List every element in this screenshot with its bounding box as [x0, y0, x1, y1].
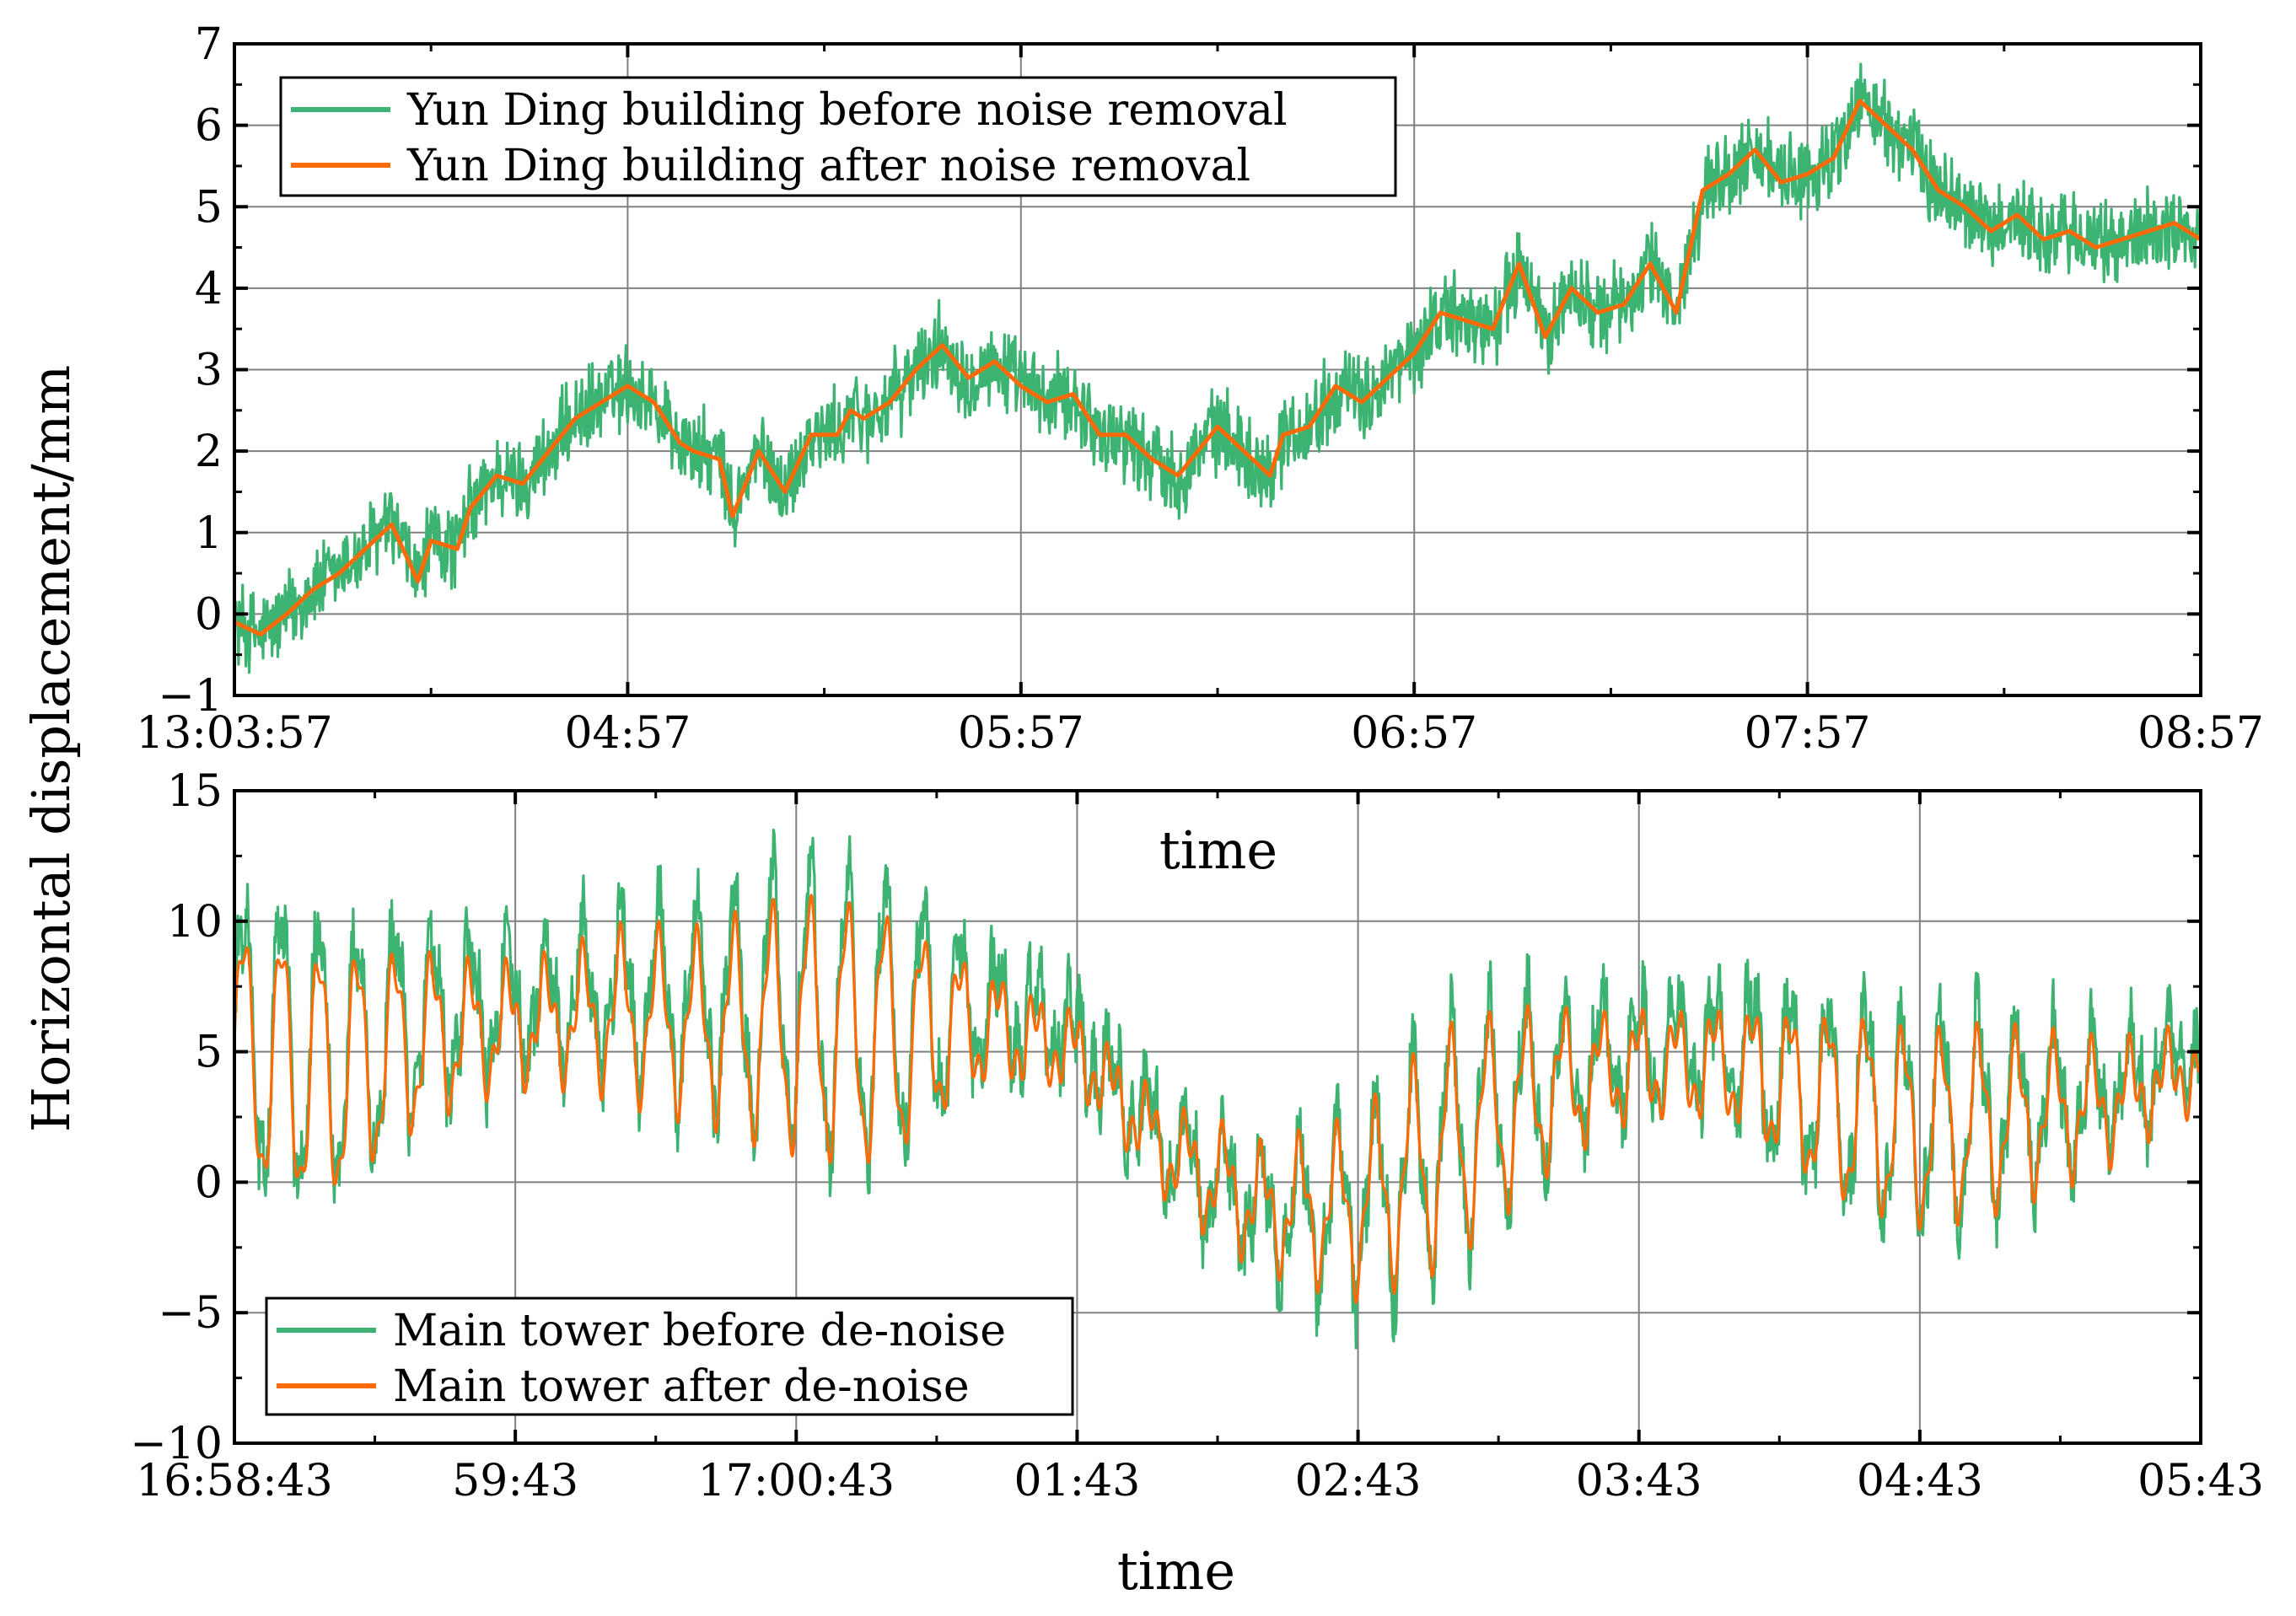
- y-tick-label: 15: [167, 766, 223, 817]
- x-axis-label: time: [1117, 1540, 1235, 1602]
- y-axis-label: Horizontal displacement/mm: [20, 365, 82, 1132]
- x-tick-label: 03:43: [1576, 1456, 1702, 1506]
- legend-label: Yun Ding building after noise removal: [406, 141, 1250, 191]
- legend: Yun Ding building before noise removalYu…: [279, 76, 1397, 197]
- x-tick-label: 17:00:43: [698, 1456, 895, 1506]
- x-tick-label: 01:43: [1014, 1456, 1140, 1506]
- x-tick-label: 04:57: [564, 708, 691, 759]
- x-tick-label: 02:43: [1295, 1456, 1422, 1506]
- x-tick-label: 08:57: [2137, 708, 2264, 759]
- x-tick-label: 05:43: [2137, 1456, 2264, 1506]
- bottom-panel: 16:58:43 59:43 17:00:43 01:43 02:43 03:43 04:4…: [130, 766, 2264, 1602]
- legend-box: [265, 1297, 1074, 1416]
- y-tick-label: −10: [130, 1419, 223, 1469]
- x-tick-label: 16:58:43: [136, 1456, 333, 1506]
- tick-marks: [233, 789, 2202, 1445]
- series-group: [234, 62, 2201, 674]
- y-tick-label: −5: [158, 1288, 223, 1339]
- series-group: [234, 828, 2201, 1350]
- series-line-after: [234, 99, 2201, 636]
- y-tick-label: 5: [195, 1028, 223, 1078]
- legend-label: Main tower after de-noise: [393, 1361, 970, 1412]
- x-tick-label: 07:57: [1745, 708, 1871, 759]
- y-tick-label: −1: [158, 671, 223, 722]
- series-line-before: [234, 62, 2201, 674]
- y-tick-label: 4: [195, 264, 223, 314]
- y-tick-label: 5: [195, 182, 223, 233]
- x-tick-label: 06:57: [1351, 708, 1477, 759]
- y-tick-label: 0: [195, 1157, 223, 1208]
- x-tick-label: 59:43: [452, 1456, 578, 1506]
- x-tick-label: 05:57: [958, 708, 1084, 759]
- legend-box: [279, 76, 1397, 197]
- tick-marks: [233, 42, 2202, 697]
- y-tick-label: 6: [195, 101, 223, 152]
- y-tick-label: 3: [195, 346, 223, 396]
- x-tick-label: 13:03:57: [136, 708, 333, 759]
- y-tick-label: 1: [195, 508, 223, 559]
- y-tick-label: 7: [195, 19, 223, 70]
- x-tick-label: 04:43: [1857, 1456, 1983, 1506]
- x-axis-label: time: [1159, 819, 1277, 881]
- grid: [234, 791, 2201, 1443]
- series-line-after: [234, 894, 2201, 1305]
- series-line-before: [234, 828, 2201, 1350]
- y-tick-label: 0: [195, 589, 223, 640]
- legend-label: Yun Ding building before noise removal: [406, 85, 1288, 136]
- top-panel: 13:03:57 04:57 05:57 06:57 07:57 08:57 −1 0 1 2 3 4…: [136, 19, 2264, 881]
- y-tick-label: 2: [195, 427, 223, 477]
- y-tick-label: 10: [167, 897, 223, 948]
- legend-label: Main tower before de-noise: [393, 1306, 1006, 1356]
